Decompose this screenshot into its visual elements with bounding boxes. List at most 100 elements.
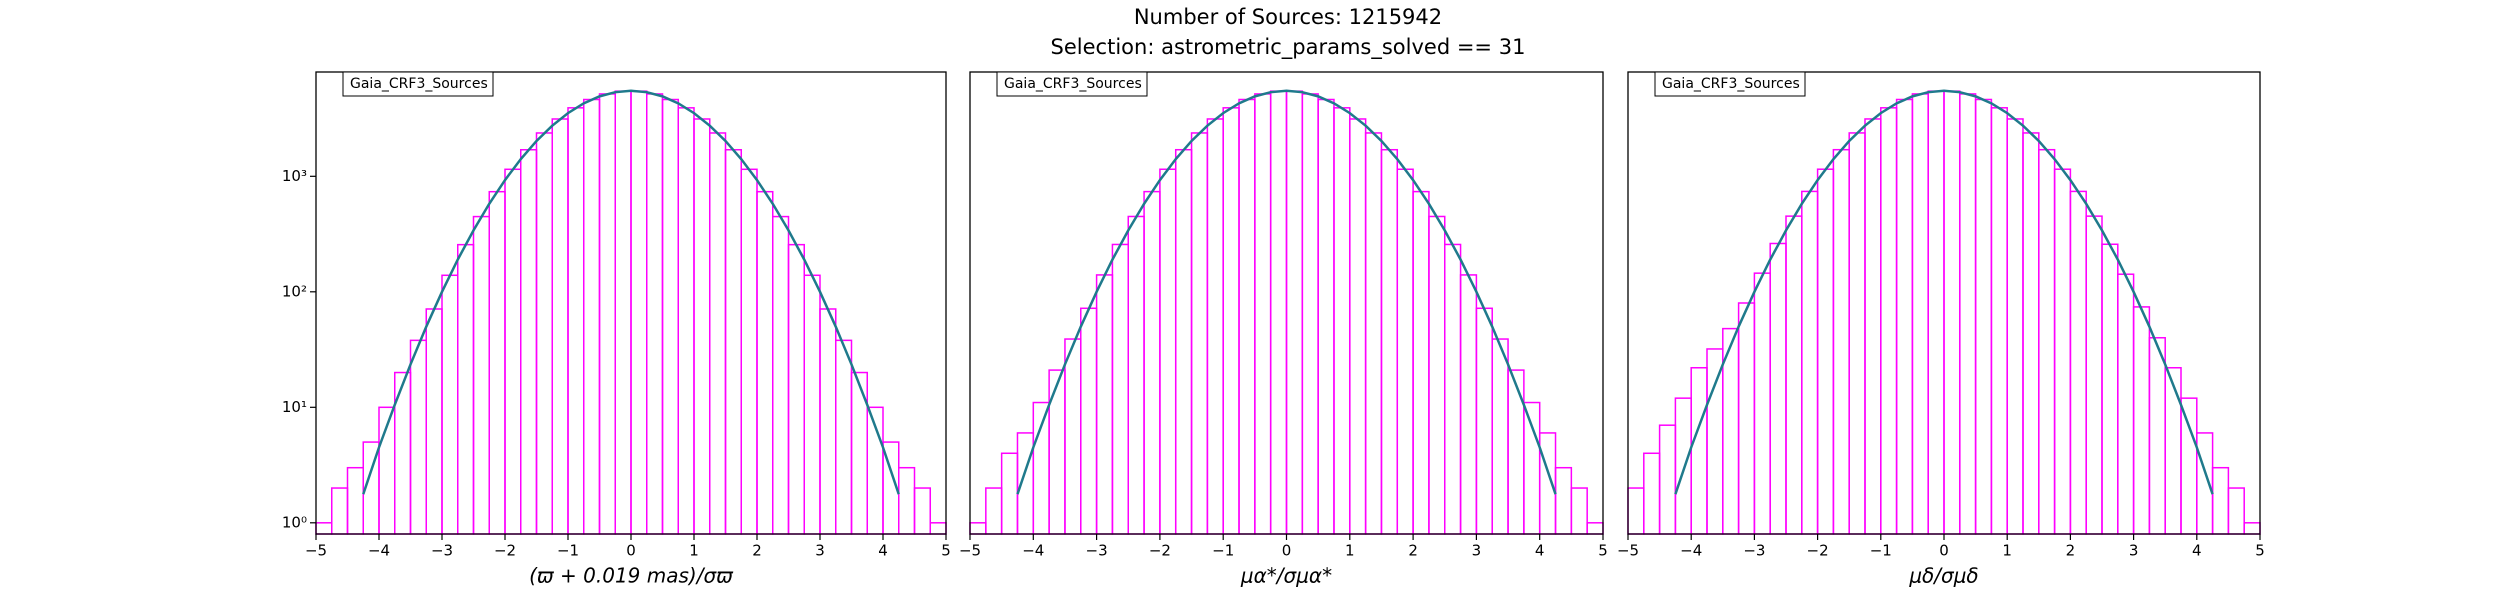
x-tick-label: 0 (626, 542, 636, 560)
histogram-bin (1032, 401, 1050, 535)
histogram-bin (1643, 452, 1661, 535)
x-tick-label: 3 (1472, 542, 1482, 560)
y-tick-label: 10² (282, 282, 307, 300)
histogram-bin (441, 274, 459, 535)
histogram-bin (504, 168, 522, 535)
legend-label: Gaia_CRF3_Sources (1004, 76, 1142, 92)
x-tick-label: 2 (2066, 542, 2076, 560)
x-tick-label: −1 (1870, 542, 1892, 560)
histogram-bin (1396, 168, 1414, 535)
y-tick-label: 10⁰ (282, 513, 307, 531)
histogram-bin (346, 466, 364, 535)
x-tick-label: 5 (2255, 542, 2265, 560)
histogram-bin (1206, 118, 1224, 535)
x-tick-label: −4 (1680, 542, 1702, 560)
histogram-bin (1627, 487, 1645, 535)
histogram-bin (985, 487, 1003, 535)
histogram-bin (1364, 132, 1383, 535)
histogram-bin (1475, 307, 1493, 535)
histogram-bin (646, 93, 664, 535)
histogram-bin (2038, 148, 2056, 535)
histogram-bin (1000, 452, 1019, 535)
histogram-bin (1301, 93, 1319, 535)
histogram-bin (772, 215, 790, 535)
histogram-bin (1349, 118, 1367, 535)
x-tick-label: −2 (1807, 542, 1829, 560)
histogram-bin (1753, 272, 1771, 535)
histogram-bin (551, 118, 569, 535)
histogram-bin (1586, 522, 1604, 535)
histogram-bin (1459, 274, 1478, 535)
histogram-bin (2101, 243, 2119, 535)
histogram-bin (819, 308, 837, 535)
histogram-bin (1864, 118, 1882, 535)
histogram-bin (724, 148, 742, 535)
x-tick-label: 1 (2002, 542, 2012, 560)
x-tick-label: 0 (1282, 542, 1292, 560)
histogram-bin (1959, 93, 1977, 535)
histogram-bin (425, 308, 443, 535)
histogram-bin (1785, 215, 1803, 535)
histogram-bin (1285, 90, 1304, 535)
fit-curve (1674, 89, 2214, 495)
histogram-bin (567, 107, 585, 535)
histogram-bin (1658, 424, 1677, 535)
x-tick-label: −3 (1086, 542, 1108, 560)
histogram-bin (1064, 338, 1082, 535)
histogram-bin (1816, 168, 1835, 535)
x-tick-label: −3 (1743, 542, 1765, 560)
histogram-bin (1412, 190, 1430, 535)
histogram-bin (2022, 132, 2040, 535)
histogram-bin (2227, 487, 2245, 535)
histogram-bin (1848, 132, 1866, 535)
histogram-bin (1222, 107, 1240, 535)
legend-label: Gaia_CRF3_Sources (1662, 76, 1800, 92)
legend-box (996, 71, 1148, 97)
x-tick-label: 2 (752, 542, 762, 560)
histogram-bin (1880, 107, 1898, 535)
histogram-bin (409, 339, 427, 535)
histogram-bin (1333, 107, 1351, 535)
histogram-bin (709, 132, 727, 535)
histogram-bin (1523, 401, 1541, 535)
histogram-bin (2211, 466, 2230, 535)
histogram-bin (1990, 107, 2008, 535)
histogram-bin (1159, 168, 1177, 535)
histogram-bin (2180, 397, 2198, 535)
histogram-bin (614, 90, 632, 535)
histogram-bin (913, 487, 931, 535)
x-axis-label: (ϖ + 0.019 mas)/σϖ (529, 564, 734, 588)
histogram-bin (787, 243, 805, 535)
histogram-bin (1143, 190, 1161, 535)
histogram-bin (2132, 306, 2151, 535)
histogram-bin (835, 339, 853, 535)
histogram-bin (535, 132, 553, 535)
histogram-bin (488, 190, 506, 535)
y-tick-label: 10³ (282, 167, 307, 185)
histogram-bin (598, 93, 616, 535)
histogram-bin (2243, 522, 2261, 535)
x-axis-label: μα*/σμα* (1240, 564, 1332, 588)
histogram-bin (1911, 93, 1929, 535)
histogram-bin (1095, 274, 1114, 535)
histogram-bin (1428, 215, 1446, 535)
histogram-bin (2006, 118, 2024, 535)
x-tick-label: 3 (2129, 542, 2139, 560)
x-tick-label: 4 (1535, 542, 1545, 560)
fit-curve (1016, 89, 1557, 495)
x-tick-label: −4 (1022, 542, 1044, 560)
histogram-bin (1080, 307, 1098, 535)
histogram-bin (1444, 243, 1462, 535)
histogram-bin (2164, 367, 2182, 535)
legend-box (342, 71, 494, 97)
histogram-bin (1554, 466, 1573, 535)
x-tick-label: −5 (305, 542, 327, 560)
histogram-bin (898, 466, 916, 535)
histogram-bin (1674, 397, 1692, 535)
legend-box (1654, 71, 1806, 97)
histogram-bin (1507, 369, 1525, 535)
histogram-bin (1706, 348, 1724, 535)
histogram-bin (1238, 98, 1256, 535)
histogram-bin (315, 522, 333, 535)
